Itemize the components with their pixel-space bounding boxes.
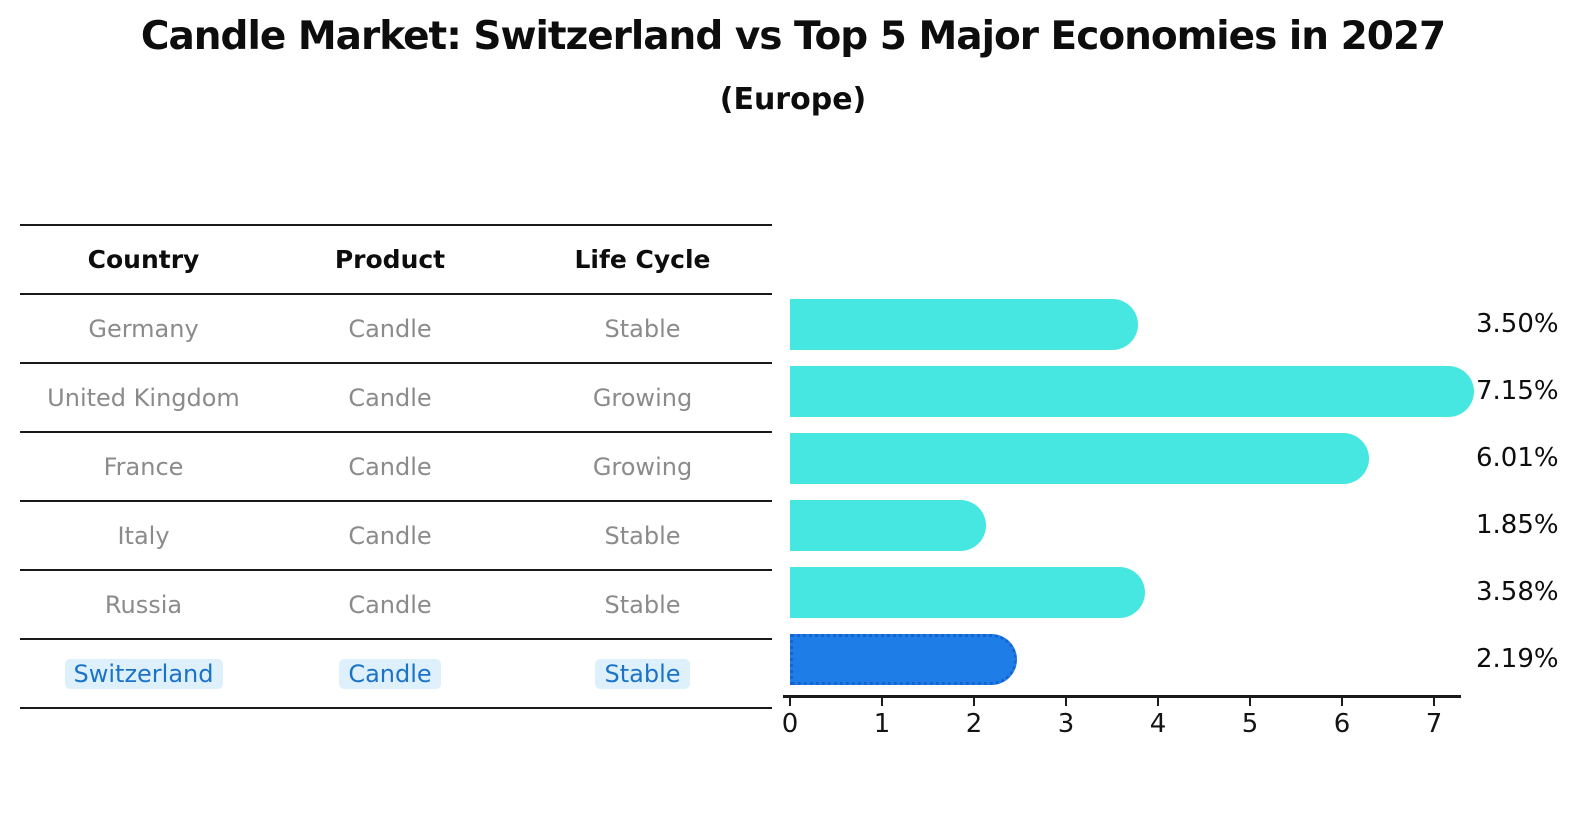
country-data-table: Country Product Life Cycle Germany Candle… <box>20 224 772 709</box>
cell-product: Candle <box>267 453 513 481</box>
cell-text-country: Italy <box>117 521 170 550</box>
bar-russia <box>790 567 1146 618</box>
value-label-united-kingdom: 7.15% <box>1476 376 1559 406</box>
cell-text-product: Candle <box>339 658 441 689</box>
x-tick-mark-6 <box>1341 697 1343 706</box>
cell-text-product: Candle <box>348 521 432 550</box>
cell-text-life_cycle: Stable <box>604 521 681 550</box>
bar-switzerland <box>790 634 1018 685</box>
x-tick-mark-2 <box>973 697 975 706</box>
cell-life_cycle: Stable <box>513 591 772 619</box>
cell-product: Candle <box>267 522 513 550</box>
cell-life_cycle: Stable <box>513 315 772 343</box>
cell-country: Germany <box>20 315 267 343</box>
cell-text-product: Candle <box>348 383 432 412</box>
table-row-russia: Russia Candle Stable <box>20 569 772 638</box>
cell-country: United Kingdom <box>20 384 267 412</box>
chart-subtitle: (Europe) <box>719 82 867 117</box>
bar-france <box>790 433 1369 484</box>
table-body: Germany Candle Stable United Kingdom Candle G… <box>20 293 772 707</box>
x-tick-label-4: 4 <box>1149 709 1167 739</box>
x-tick-label-1: 1 <box>873 709 891 739</box>
header-cell-country: Country <box>20 245 267 274</box>
cell-product: Candle <box>267 384 513 412</box>
x-tick-label-3: 3 <box>1057 709 1075 739</box>
cell-text-country: France <box>103 452 184 481</box>
bars-area <box>790 291 1490 693</box>
column-label-product: Product <box>334 245 446 274</box>
value-label-france: 6.01% <box>1476 443 1559 473</box>
table-row-italy: Italy Candle Stable <box>20 500 772 569</box>
cell-text-country: Switzerland <box>64 658 223 689</box>
table-row-germany: Germany Candle Stable <box>20 293 772 362</box>
x-axis-ticks: 0 1 2 3 4 5 6 7 <box>782 697 1490 745</box>
x-tick-label-7: 7 <box>1425 709 1443 739</box>
x-tick-mark-5 <box>1249 697 1251 706</box>
bar-italy <box>790 500 987 551</box>
cell-text-country: United Kingdom <box>47 383 240 412</box>
x-tick-mark-4 <box>1157 697 1159 706</box>
table-header-row: Country Product Life Cycle <box>20 224 772 293</box>
value-label-italy: 1.85% <box>1476 510 1559 540</box>
cell-text-life_cycle: Stable <box>604 590 681 619</box>
value-labels-area: 3.50% 7.15% 6.01% 1.85% 3.58% 2.19% <box>1476 291 1586 693</box>
value-label-switzerland: 2.19% <box>1476 644 1559 674</box>
cell-text-product: Candle <box>348 314 432 343</box>
cell-text-country: Russia <box>104 590 183 619</box>
value-label-germany: 3.50% <box>1476 309 1559 339</box>
cell-text-product: Candle <box>348 590 432 619</box>
cell-life_cycle: Stable <box>513 522 772 550</box>
cell-text-life_cycle: Stable <box>604 314 681 343</box>
x-tick-mark-1 <box>881 697 883 706</box>
value-label-russia: 3.58% <box>1476 577 1559 607</box>
cell-country: Switzerland <box>20 658 267 689</box>
cell-text-country: Germany <box>88 314 199 343</box>
cell-life_cycle: Stable <box>513 658 772 689</box>
x-tick-mark-0 <box>789 697 791 706</box>
cell-text-life_cycle: Stable <box>595 658 690 689</box>
column-label-country: Country <box>87 245 200 274</box>
cell-product: Candle <box>267 315 513 343</box>
chart-title: Candle Market: Switzerland vs Top 5 Majo… <box>140 14 1446 59</box>
cell-text-product: Candle <box>348 452 432 481</box>
x-tick-mark-7 <box>1433 697 1435 706</box>
x-tick-label-2: 2 <box>965 709 983 739</box>
cell-life_cycle: Growing <box>513 384 772 412</box>
table-row-united-kingdom: United Kingdom Candle Growing <box>20 362 772 431</box>
x-tick-label-6: 6 <box>1333 709 1351 739</box>
cell-product: Candle <box>267 658 513 689</box>
cell-text-life_cycle: Growing <box>592 452 693 481</box>
cell-country: Italy <box>20 522 267 550</box>
x-axis-line <box>783 695 1461 698</box>
column-label-life-cycle: Life Cycle <box>574 245 711 274</box>
cell-text-life_cycle: Growing <box>592 383 693 412</box>
table-row-switzerland: Switzerland Candle Stable <box>20 638 772 707</box>
cell-product: Candle <box>267 591 513 619</box>
x-tick-label-0: 0 <box>781 709 799 739</box>
x-tick-label-5: 5 <box>1241 709 1259 739</box>
bar-united-kingdom <box>790 366 1474 417</box>
header-cell-life-cycle: Life Cycle <box>513 245 772 274</box>
table-row-france: France Candle Growing <box>20 431 772 500</box>
bar-germany <box>790 299 1138 350</box>
x-tick-mark-3 <box>1065 697 1067 706</box>
header-cell-product: Product <box>267 245 513 274</box>
cell-life_cycle: Growing <box>513 453 772 481</box>
cell-country: Russia <box>20 591 267 619</box>
cell-country: France <box>20 453 267 481</box>
